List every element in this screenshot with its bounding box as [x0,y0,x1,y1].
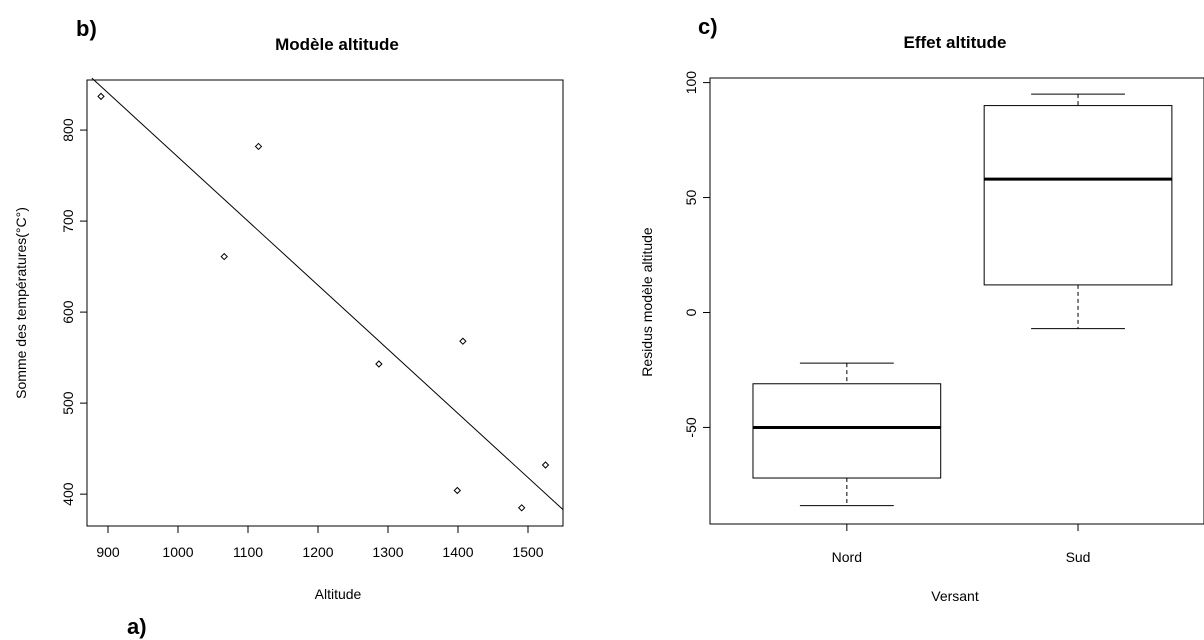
scatter-marks [91,77,564,512]
panel-c-label: c) [698,14,718,39]
regression-line [91,77,564,510]
scatter-y-axis: 400 500 600 700 800 [60,118,87,506]
box-iqr [983,105,1173,286]
scatter-x-tick-label: 1000 [162,544,193,560]
boxplot-y-tick-label: 50 [683,190,699,206]
scatter-point [517,504,526,512]
scatter-point [541,461,550,469]
boxplot-y-tick-label: 0 [683,308,699,316]
scatter-x-axis-title: Altitude [315,586,362,602]
boxplot-x-axis-title: Versant [931,588,979,604]
scatter-x-tick-label: 1200 [302,544,333,560]
box-sud [983,93,1173,330]
scatter-point [220,252,228,261]
panel-a-label: a) [127,614,147,639]
boxplot-y-tick-label: -50 [683,417,699,437]
panel-b-label: b) [76,16,97,41]
scatter-plot-frame [86,79,564,527]
scatter-x-tick-label: 900 [96,544,120,560]
scatter-y-tick-label: 800 [60,118,76,142]
scatter-x-tick-label: 1100 [233,544,263,560]
scatter-title: Modèle altitude [275,35,399,54]
panel-c-boxplot: c) Effet altitude -50 0 50 100 Nord Sud Vers… [639,14,1204,604]
box-iqr [752,383,942,479]
scatter-y-tick-label: 500 [60,391,76,415]
boxplot-title: Effet altitude [904,33,1007,52]
box-nord [752,362,942,507]
scatter-point [254,142,263,151]
scatter-x-tick-label: 1500 [512,544,543,560]
boxplot-y-tick-label: 100 [683,71,699,95]
scatter-x-tick-label: 1300 [372,544,403,560]
boxplot-y-axis: -50 0 50 100 [683,71,710,438]
scatter-x-axis: 900 1000 1100 1200 1300 1400 1500 [96,526,544,560]
scatter-y-axis-title: Somme des températures(°C°) [13,207,29,399]
boxplot-x-axis: Nord Sud [832,524,1091,565]
panel-b-scatter: b) Modèle altitude 900 1000 1100 1200 1300 14… [13,16,564,602]
scatter-y-tick-label: 600 [60,300,76,324]
scatter-point [97,92,105,101]
scatter-y-tick-label: 400 [60,482,76,506]
scatter-point [453,486,462,495]
scatter-y-tick-label: 700 [60,209,76,233]
scatter-point [375,360,383,368]
scatter-point [459,337,467,345]
scatter-x-tick-label: 1400 [442,544,473,560]
boxplot-x-tick-label: Sud [1066,549,1091,565]
boxplot-plot-frame [709,77,1204,525]
boxplot-marks [752,93,1173,507]
boxplot-y-axis-title: Residus modèle altitude [639,227,655,377]
boxplot-x-tick-label: Nord [832,549,862,565]
